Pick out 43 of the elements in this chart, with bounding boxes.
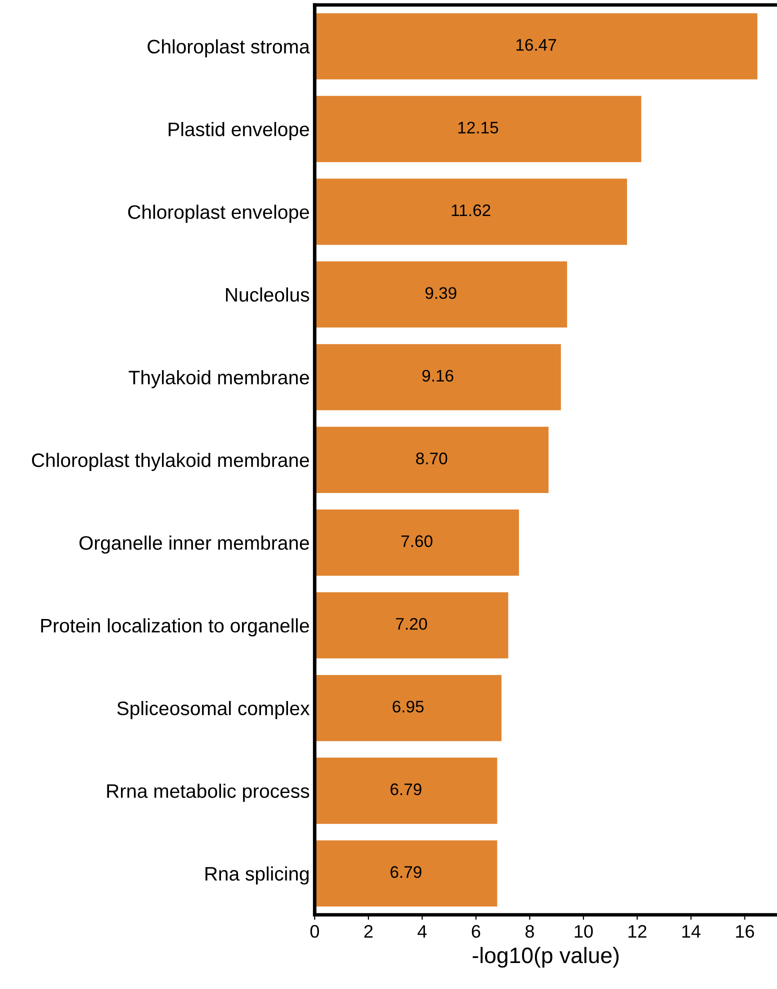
- data-label: 6.79: [390, 783, 422, 796]
- y-tick-label: Nucleolus: [226, 287, 310, 302]
- x-tick-label: 12: [628, 925, 646, 938]
- data-label: 7.20: [396, 618, 428, 630]
- y-tick-label: Chloroplast thylakoid membrane: [32, 452, 309, 471]
- data-label: 8.70: [416, 452, 448, 464]
- y-tick-label: Organelle inner membrane: [79, 536, 309, 554]
- x-axis-title: -log10(p value): [472, 946, 619, 968]
- y-tick-label: Rrna metabolic process: [107, 784, 310, 802]
- data-label: 9.39: [425, 287, 456, 299]
- bar: [314, 426, 549, 493]
- bar: [314, 178, 628, 245]
- y-tick-label: Chloroplast envelope: [128, 204, 309, 223]
- x-tick-label: 0: [310, 925, 319, 938]
- bar: [314, 13, 758, 80]
- data-label: 7.60: [401, 535, 432, 548]
- data-label: 6.95: [392, 700, 424, 713]
- data-label: 12.15: [458, 122, 498, 134]
- y-tick-label: Rna splicing: [206, 866, 309, 885]
- bar: [314, 758, 498, 824]
- data-label: 9.16: [422, 370, 454, 382]
- x-tick-label: 14: [682, 925, 700, 938]
- data-label: 6.79: [390, 866, 422, 878]
- bar: [314, 344, 561, 410]
- y-tick-label: Chloroplast stroma: [148, 39, 310, 58]
- x-tick-label: 4: [418, 925, 427, 938]
- y-tick-label: Protein localization to organelle: [41, 618, 309, 636]
- x-tick-label: 6: [472, 925, 480, 938]
- bar: [314, 840, 498, 907]
- bar: [314, 592, 508, 658]
- bar: [314, 261, 568, 328]
- y-tick-label: Spliceosomal complex: [117, 700, 310, 720]
- bar: [314, 510, 519, 576]
- x-tick-label: 16: [736, 925, 754, 938]
- bar: [314, 96, 642, 162]
- data-label: 11.62: [452, 204, 490, 216]
- x-tick-label: 8: [525, 925, 534, 938]
- data-label: 16.47: [516, 38, 556, 51]
- y-tick-label: Thylakoid membrane: [128, 370, 309, 388]
- bar: [314, 674, 502, 742]
- x-tick-label: 10: [574, 925, 593, 938]
- x-tick-label: 2: [364, 925, 373, 938]
- y-tick-label: Plastid envelope: [168, 122, 309, 140]
